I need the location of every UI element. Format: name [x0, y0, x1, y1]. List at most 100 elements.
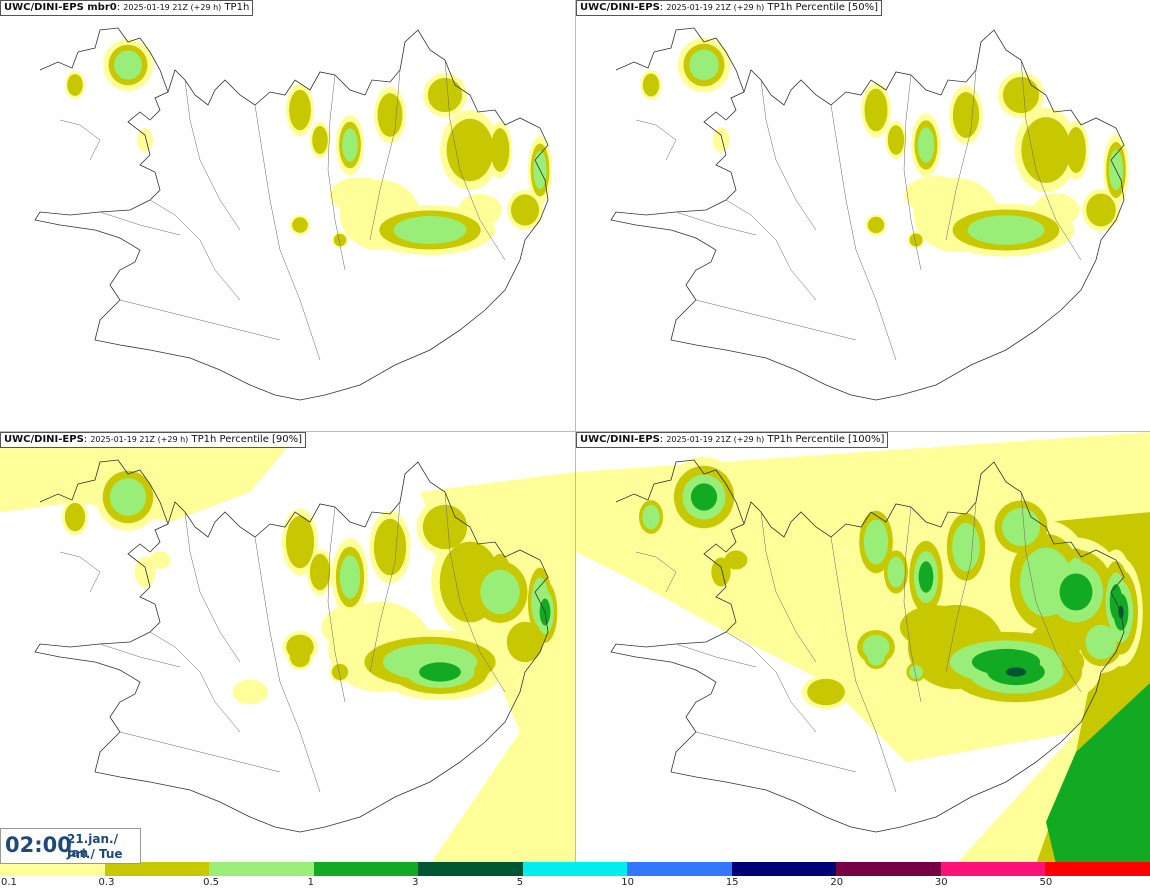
precip-contour: [422, 504, 468, 550]
precip-contour: [331, 663, 349, 681]
precip-contour: [232, 679, 268, 705]
colorbar-segment: [0, 862, 105, 876]
colorbar-labels: 0.1 0.3 0.5 1 3 5 10 15 20 30 50: [0, 877, 1150, 891]
colorbar-segment: [418, 862, 523, 876]
panel-bottom-left: UWC/DINI-EPS: 2025-01-19 21Z (+29 h) TP1…: [0, 432, 575, 864]
river-line: [59, 551, 101, 593]
colorbar-segment: [209, 862, 314, 876]
precip-contour: [712, 127, 730, 153]
precip-contour: [342, 128, 358, 162]
river-line: [369, 69, 401, 241]
precip-contour: [285, 515, 315, 569]
river-line: [675, 211, 757, 236]
precip-contour: [863, 519, 889, 565]
river-line: [635, 119, 677, 161]
precip-contour: [446, 118, 494, 182]
panel-top-right: UWC/DINI-EPS: 2025-01-19 21Z (+29 h) TP1…: [576, 0, 1150, 432]
precipitation-colorbar: [0, 862, 1150, 876]
precipitation-map: [610, 27, 1129, 401]
river-line: [119, 299, 281, 341]
precip-contour: [642, 73, 660, 97]
precipitation-map: [34, 27, 552, 401]
precip-contour: [952, 91, 980, 139]
iceland-coastline: [610, 27, 1125, 401]
precip-field-heavy: [1046, 682, 1150, 864]
colorbar-label: 0.1: [1, 877, 17, 888]
colorbar-label: 50: [1039, 877, 1053, 888]
river-line: [119, 731, 281, 773]
precipitation-map: [0, 432, 575, 864]
river-line: [184, 79, 241, 231]
precip-contour: [480, 569, 520, 615]
river-line: [254, 104, 321, 361]
river-line: [59, 119, 101, 161]
precip-contour: [312, 125, 328, 155]
precip-contour: [67, 74, 83, 96]
precip-contour: [427, 77, 463, 113]
river-line: [99, 211, 181, 236]
colorbar-segment: [1045, 862, 1150, 876]
panel-title: UWC/DINI-EPS: 2025-01-19 21Z (+29 h) TP1…: [0, 432, 307, 448]
river-line: [945, 501, 977, 673]
precip-contour: [292, 217, 308, 233]
river-line: [327, 506, 346, 703]
panel-title: UWC/DINI-EPS mbr0: 2025-01-19 21Z (+29 h…: [0, 0, 254, 16]
river-line: [1020, 59, 1082, 261]
river-line: [184, 511, 241, 663]
precip-contour: [1002, 76, 1040, 114]
precip-contour: [64, 502, 86, 532]
precip-contour: [289, 89, 311, 131]
river-line: [675, 643, 757, 668]
precip-contour: [1059, 573, 1093, 611]
river-line: [149, 631, 241, 733]
precip-contour: [419, 662, 461, 682]
precip-contour: [904, 176, 968, 214]
iceland-coastline: [610, 459, 1125, 833]
precip-contour: [909, 665, 923, 679]
precip-contour: [1086, 193, 1116, 227]
precip-contour: [887, 125, 905, 155]
river-line: [369, 501, 401, 673]
colorbar-label: 3: [412, 877, 419, 888]
river-line: [830, 104, 897, 361]
precip-contour: [377, 93, 403, 137]
precip-field-light: [0, 432, 575, 864]
precipitation-map: [576, 432, 1150, 864]
river-line: [725, 631, 817, 733]
valid-weekday: Þri./ Tue: [67, 847, 123, 861]
river-line: [254, 536, 321, 793]
colorbar-label: 30: [934, 877, 948, 888]
precip-contour: [899, 605, 973, 649]
river-line: [760, 511, 817, 663]
precip-contour: [917, 127, 935, 163]
colorbar-segment: [104, 862, 210, 876]
panel-divider-horizontal: [0, 431, 1150, 432]
panel-title: UWC/DINI-EPS: 2025-01-19 21Z (+29 h) TP1…: [576, 432, 889, 448]
precip-contour: [134, 556, 156, 588]
precip-contour: [967, 215, 1045, 245]
colorbar-segment: [940, 862, 1046, 876]
precip-contour: [1005, 667, 1027, 677]
river-line: [635, 551, 677, 593]
precip-contour: [510, 194, 540, 226]
river-line: [903, 74, 922, 271]
panel-bottom-right: UWC/DINI-EPS: 2025-01-19 21Z (+29 h) TP1…: [576, 432, 1150, 864]
colorbar-segment: [313, 862, 419, 876]
precip-contour: [309, 553, 331, 591]
river-line: [1020, 491, 1082, 693]
precip-contour: [807, 678, 845, 706]
river-line: [99, 643, 181, 668]
precip-contour: [909, 233, 923, 247]
precip-contour: [114, 50, 142, 80]
colorbar-segment: [627, 862, 732, 876]
precip-contour: [506, 621, 544, 663]
precip-contour: [339, 555, 361, 599]
colorbar-label: 20: [830, 877, 844, 888]
precip-contour: [952, 522, 980, 572]
colorbar-label: 0.3: [98, 877, 115, 888]
precip-contour: [862, 634, 890, 660]
precip-contour: [642, 504, 660, 530]
panel-top-left: UWC/DINI-EPS mbr0: 2025-01-19 21Z (+29 h…: [0, 0, 575, 432]
precip-contour: [373, 518, 407, 576]
precip-contour: [1085, 624, 1117, 660]
